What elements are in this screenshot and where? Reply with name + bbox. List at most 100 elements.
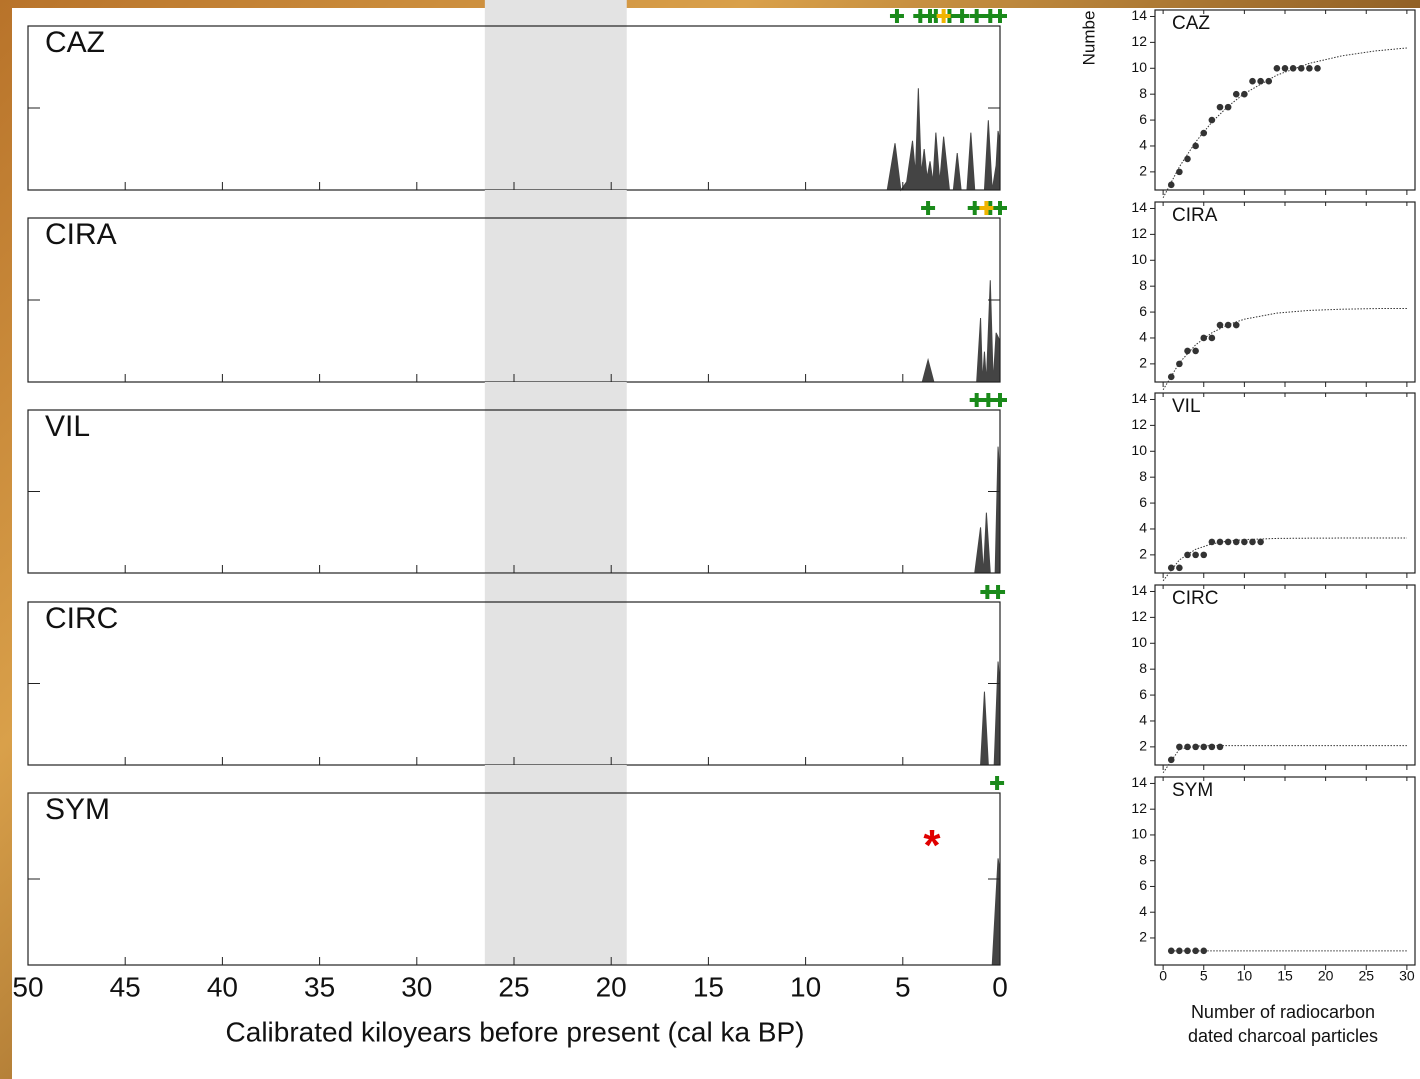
annotation: *: [923, 821, 941, 870]
data-point: [1289, 64, 1297, 72]
panel-title: CIRA: [45, 218, 117, 251]
shaded-span: [484, 190, 627, 382]
x-tick-label: 40: [207, 971, 238, 1002]
data-point: [1241, 538, 1248, 546]
x-tick-label: 25: [1358, 968, 1374, 984]
data-point: [1176, 947, 1183, 955]
dated-sample: [993, 201, 1007, 215]
y-tick-label: 14: [1131, 582, 1147, 598]
x-tick-label: 0: [992, 971, 1008, 1002]
y-tick-label: 12: [1131, 608, 1147, 624]
y-tick-label: 4: [1139, 329, 1147, 345]
data-point: [1273, 64, 1281, 72]
data-point: [1200, 743, 1208, 751]
data-point: [1192, 947, 1199, 955]
data-point: [1232, 538, 1240, 546]
x-tick-label: 15: [1277, 968, 1293, 984]
data-point: [1297, 64, 1305, 72]
panel-title: VIL: [45, 410, 90, 443]
x-tick-label: 45: [110, 971, 141, 1002]
data-point: [1224, 103, 1232, 111]
y-tick-label: 14: [1131, 7, 1147, 23]
x-tick-label: 35: [304, 971, 335, 1002]
data-point: [1184, 155, 1191, 163]
panel-frame: [1154, 392, 1416, 574]
y-tick-label: 14: [1131, 774, 1147, 790]
data-point: [1224, 321, 1232, 329]
highlight-sample: [979, 201, 994, 215]
data-point: [1200, 551, 1208, 559]
x-axis-title: dated charcoal particles: [1188, 1026, 1378, 1046]
panel-frame: [1154, 776, 1416, 966]
dated-sample: [921, 201, 936, 215]
data-point: [1216, 103, 1224, 111]
data-point: [1216, 321, 1224, 329]
data-point: [1167, 564, 1175, 572]
y-tick-label: 14: [1131, 199, 1147, 215]
shaded-span: [484, 382, 627, 573]
x-tick-label: 25: [498, 971, 529, 1002]
y-tick-label: 12: [1131, 33, 1147, 49]
panel-title: CIRC: [45, 602, 118, 635]
data-point: [1200, 947, 1208, 955]
y-tick-label: 6: [1139, 877, 1147, 893]
y-tick-label: 8: [1139, 468, 1147, 484]
fit-curve: [1162, 47, 1407, 199]
y-tick-label: 10: [1131, 634, 1147, 650]
panel-frame: [1154, 584, 1416, 766]
y-tick-label: 6: [1139, 111, 1147, 127]
y-tick-label: 4: [1139, 903, 1147, 919]
y-tick-label: 2: [1139, 738, 1147, 754]
x-tick-label: 20: [596, 971, 627, 1002]
y-tick-label: 6: [1139, 686, 1147, 702]
x-tick-label: 0: [1159, 968, 1167, 984]
panel-title: CAZ: [45, 26, 105, 59]
data-point: [1184, 947, 1191, 955]
data-point: [1184, 551, 1191, 559]
dated-sample: [955, 9, 970, 23]
x-tick-label: 30: [1399, 968, 1415, 984]
x-axis-title: Number of radiocarbon: [1191, 1002, 1375, 1022]
data-point: [1241, 90, 1248, 98]
x-axis-title: Calibrated kiloyears before present (cal…: [226, 1016, 805, 1047]
x-tick-label: 10: [1237, 968, 1253, 984]
data-point: [1176, 360, 1183, 368]
data-point: [1167, 373, 1175, 381]
panel-title: VIL: [1172, 396, 1201, 417]
y-tick-label: 14: [1131, 390, 1147, 406]
panel-frame: [1154, 9, 1416, 191]
y-tick-label: 12: [1131, 225, 1147, 241]
y-tick-label: 12: [1131, 800, 1147, 816]
data-point: [1167, 756, 1175, 764]
fit-curve: [1162, 537, 1407, 582]
x-tick-label: 50: [12, 971, 43, 1002]
y-axis-title: Numbe: [1079, 11, 1098, 66]
data-point: [1167, 947, 1175, 955]
y-tick-label: 2: [1139, 929, 1147, 945]
data-point: [1192, 347, 1199, 355]
y-tick-label: 12: [1131, 416, 1147, 432]
y-tick-label: 4: [1139, 520, 1147, 536]
panel-title: SYM: [45, 793, 110, 826]
panel-frame: [1154, 201, 1416, 383]
data-point: [1265, 77, 1273, 85]
x-tick-label: 5: [895, 971, 911, 1002]
panel-title: CIRC: [1172, 588, 1218, 609]
y-tick-label: 10: [1131, 251, 1147, 267]
data-point: [1257, 77, 1264, 85]
x-tick-label: 30: [401, 971, 432, 1002]
data-point: [1249, 538, 1256, 546]
y-tick-label: 2: [1139, 355, 1147, 371]
data-point: [1249, 77, 1256, 85]
highlight-sample: [936, 9, 951, 23]
dated-sample: [990, 776, 1005, 790]
dated-sample: [969, 9, 984, 23]
data-point: [1184, 347, 1191, 355]
panel-title: CAZ: [1172, 13, 1210, 34]
y-tick-label: 8: [1139, 660, 1147, 676]
data-point: [1257, 538, 1264, 546]
y-tick-label: 8: [1139, 277, 1147, 293]
y-tick-label: 10: [1131, 442, 1147, 458]
dated-sample: [991, 585, 1006, 599]
